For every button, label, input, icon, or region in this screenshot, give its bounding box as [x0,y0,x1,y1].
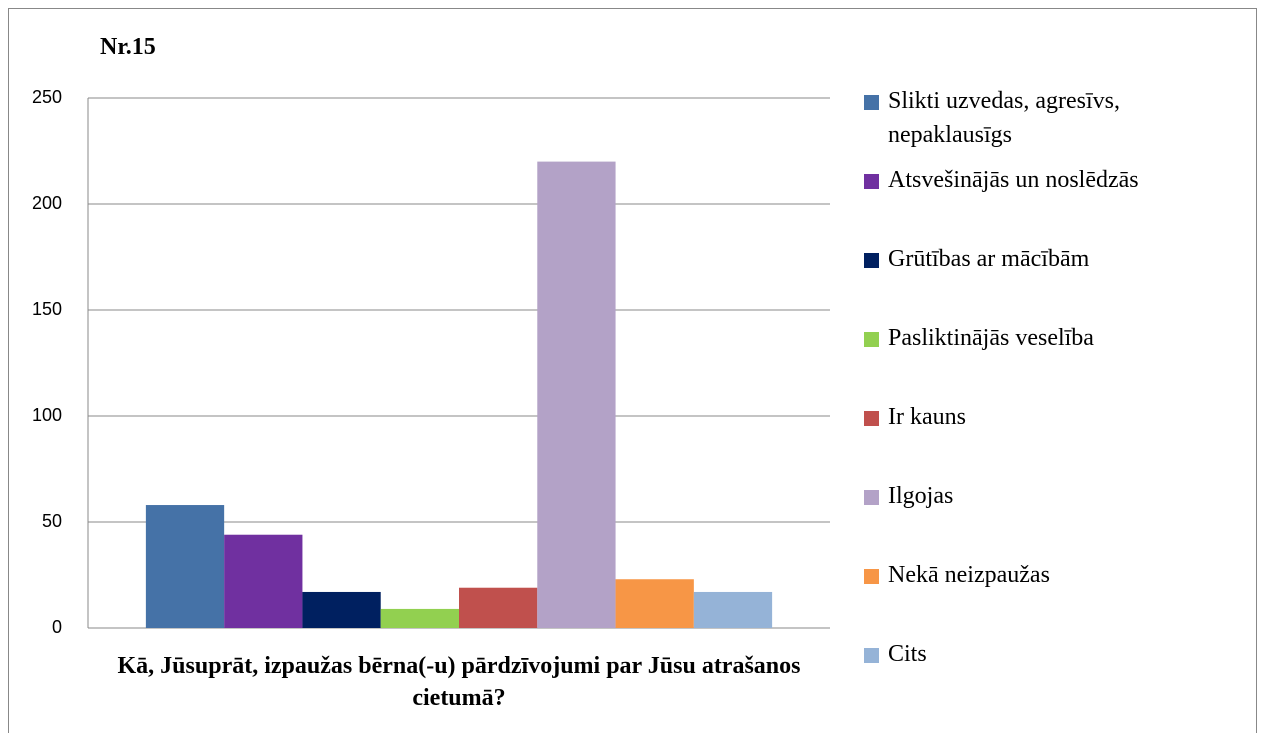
legend-item: Atsvešinājās un noslēdzās [864,163,1244,197]
bar [537,161,616,628]
y-tick-label: 150 [32,299,62,319]
x-axis-label: Kā, Jūsuprāt, izpaužas bērna(-u) pārdzīv… [117,653,801,711]
y-tick-label: 50 [42,511,62,531]
legend-swatch [864,569,879,584]
legend-swatch [864,411,879,426]
legend-label: Pasliktinājās veselība [888,325,1094,351]
bar [145,505,225,628]
bar [693,591,773,628]
legend-label: Slikti uzvedas, agresīvs, nepaklausīgs [888,88,1120,148]
chart-title: Nr.15 [100,34,156,60]
legend-label: Nekā neizpaužas [888,562,1050,588]
y-tick-label: 100 [32,405,62,425]
legend-label: Ilgojas [888,483,954,509]
legend-item: Grūtības ar mācībām [864,242,1244,276]
legend-item: Cits [864,637,1244,671]
legend-swatch [864,490,879,505]
legend-item: Nekā neizpaužas [864,558,1244,592]
bar [302,591,381,628]
legend-label: Cits [888,641,927,667]
legend-item: Pasliktinājās veselība [864,321,1244,355]
legend-swatch [864,253,879,268]
chart-frame [8,8,1257,733]
legend-swatch [864,332,879,347]
legend-item: Slikti uzvedas, agresīvs, nepaklausīgs [864,84,1244,152]
bar [224,534,303,628]
legend-label: Ir kauns [888,404,966,430]
bar [459,587,538,628]
y-tick-label: 0 [52,617,62,637]
bar [380,608,459,628]
legend-swatch [864,174,879,189]
y-tick-label: 200 [32,193,62,213]
legend-item: Ir kauns [864,400,1244,434]
legend-label: Atsvešinājās un noslēdzās [888,167,1139,193]
y-tick-label: 250 [32,87,62,107]
legend-swatch [864,95,879,110]
bar [615,579,694,628]
legend-swatch [864,648,879,663]
legend-label: Grūtības ar mācībām [888,246,1090,272]
legend-item: Ilgojas [864,479,1244,513]
